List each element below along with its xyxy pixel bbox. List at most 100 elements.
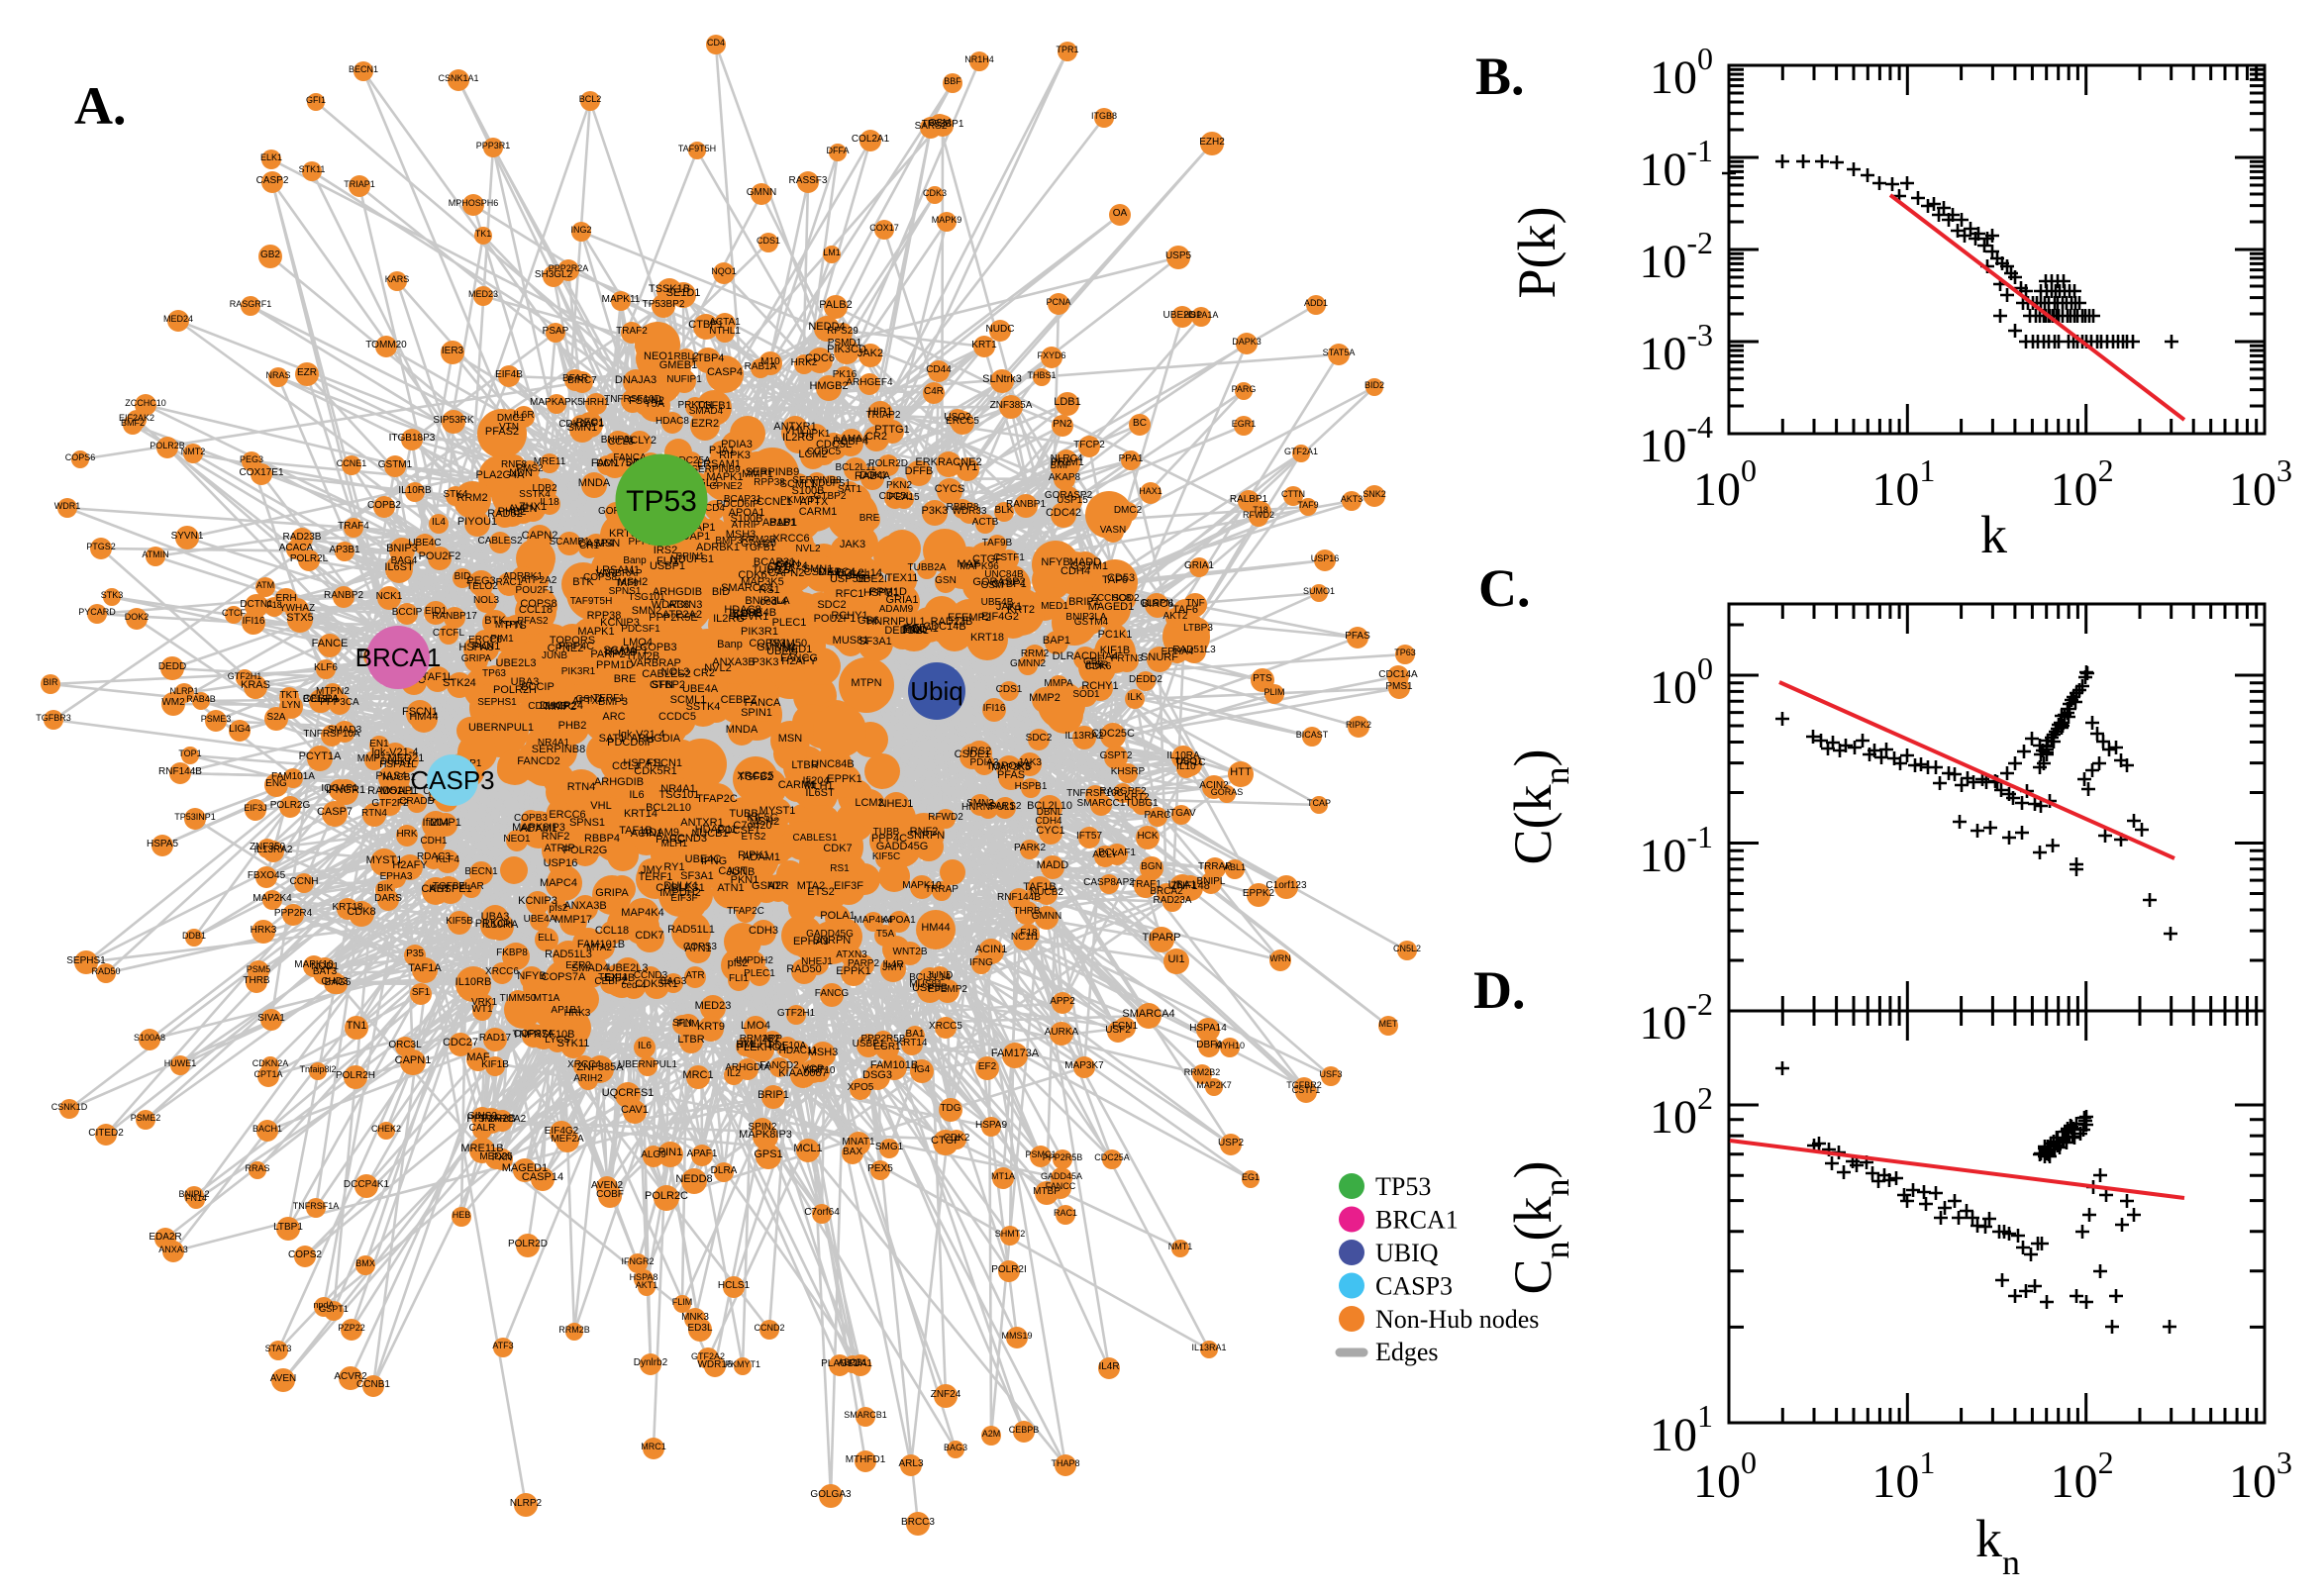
svg-text:IL6ST: IL6ST (805, 787, 835, 799)
svg-text:C1orf123: C1orf123 (1265, 880, 1307, 891)
svg-text:MYH10: MYH10 (1215, 1041, 1245, 1050)
svg-text:ERCC6: ERCC6 (549, 809, 585, 821)
svg-text:C.: C. (1478, 558, 1531, 618)
svg-text:DCN: DCN (596, 458, 618, 469)
svg-text:RAD23A: RAD23A (1154, 895, 1192, 906)
svg-text:RAD51L1: RAD51L1 (367, 785, 415, 797)
svg-text:DOK2: DOK2 (125, 612, 150, 622)
svg-text:SAT1: SAT1 (838, 484, 862, 495)
svg-text:SMARCC1: SMARCC1 (721, 582, 774, 594)
svg-text:TRAF1: TRAF1 (1130, 879, 1162, 890)
svg-text:CSDE1: CSDE1 (804, 566, 841, 578)
svg-text:USP16: USP16 (1311, 553, 1340, 563)
svg-text:BCL2L1: BCL2L1 (303, 694, 340, 705)
svg-text:MAPKAPK5: MAPKAPK5 (530, 397, 583, 408)
svg-text:GADD45G: GADD45G (876, 841, 929, 852)
svg-text:HMLH1: HMLH1 (736, 1039, 772, 1050)
svg-text:TNFRSF10C: TNFRSF10C (1066, 788, 1124, 799)
svg-text:MYST1: MYST1 (366, 854, 403, 866)
svg-text:ITGB18P3: ITGB18P3 (389, 433, 436, 444)
svg-text:BMF2: BMF2 (121, 418, 145, 428)
svg-text:NEO1: NEO1 (503, 834, 531, 845)
svg-text:MSH3: MSH3 (726, 529, 757, 541)
svg-text:PIN1: PIN1 (658, 1147, 682, 1158)
svg-text:CTGF: CTGF (931, 1135, 960, 1147)
svg-text:FLI1: FLI1 (656, 555, 678, 567)
svg-text:HIP1: HIP1 (868, 406, 892, 418)
svg-text:MAF: MAF (466, 1051, 490, 1063)
svg-text:UBE4B: UBE4B (741, 607, 776, 619)
svg-text:PLIM: PLIM (1263, 687, 1284, 697)
svg-text:MLH1: MLH1 (661, 839, 688, 849)
svg-text:PJA1: PJA1 (849, 1358, 872, 1369)
svg-text:CTTN: CTTN (1281, 489, 1305, 499)
svg-text:EPPK1: EPPK1 (836, 965, 870, 977)
svg-text:JUNB: JUNB (727, 866, 756, 878)
svg-text:HUWE1: HUWE1 (164, 1058, 197, 1068)
svg-text:TELO2: TELO2 (466, 581, 498, 592)
svg-text:RS1: RS1 (758, 584, 779, 596)
svg-text:RALBP1: RALBP1 (1230, 494, 1268, 505)
svg-text:PPP3CA: PPP3CA (320, 697, 359, 708)
svg-text:BTK: BTK (484, 615, 506, 627)
svg-text:BAG3: BAG3 (944, 1443, 967, 1452)
svg-text:MED21: MED21 (388, 752, 425, 764)
svg-text:GB6: GB6 (1083, 656, 1103, 667)
svg-text:RFWD2: RFWD2 (928, 812, 963, 823)
svg-text:NVL2: NVL2 (795, 544, 820, 554)
svg-text:UNC84B: UNC84B (811, 758, 854, 770)
svg-text:Edges: Edges (1375, 1338, 1439, 1366)
svg-text:ARIH2: ARIH2 (573, 1073, 603, 1084)
svg-text:GMNN: GMNN (747, 187, 777, 198)
svg-text:CYC1: CYC1 (1036, 825, 1064, 837)
svg-text:HCK: HCK (1137, 831, 1158, 842)
svg-text:HAX1: HAX1 (1139, 486, 1162, 496)
svg-text:PK16: PK16 (833, 369, 858, 380)
svg-text:IMPDH2: IMPDH2 (736, 955, 773, 966)
svg-text:TUBB2A: TUBB2A (753, 564, 795, 576)
svg-text:DMC1: DMC1 (497, 413, 526, 424)
svg-text:HDAC8: HDAC8 (724, 604, 760, 616)
svg-text:MUS81: MUS81 (833, 635, 869, 647)
svg-text:UBIQ: UBIQ (1375, 1239, 1439, 1267)
svg-text:P3K3: P3K3 (922, 505, 949, 517)
svg-text:TUBG1: TUBG1 (1125, 798, 1159, 809)
svg-text:ARC: ARC (602, 711, 625, 723)
svg-text:TAF9: TAF9 (1297, 500, 1318, 510)
svg-text:SOD1: SOD1 (1072, 689, 1100, 700)
svg-text:T5A: T5A (876, 929, 895, 940)
svg-text:NOD1: NOD1 (311, 961, 339, 972)
svg-text:PPP2R4: PPP2R4 (274, 908, 313, 919)
svg-text:Tnfaip8l2: Tnfaip8l2 (299, 1064, 336, 1074)
svg-text:RAC1: RAC1 (1054, 1208, 1077, 1218)
svg-text:RRAS: RRAS (245, 1163, 269, 1173)
svg-text:COPS6: COPS6 (65, 452, 96, 462)
svg-text:POLR2I: POLR2I (991, 1264, 1027, 1275)
svg-text:CDS1: CDS1 (757, 236, 780, 246)
svg-text:TRIAP2: TRIAP2 (865, 410, 900, 421)
svg-text:SIVA1: SIVA1 (257, 1013, 285, 1024)
svg-text:MED1: MED1 (782, 644, 813, 655)
svg-text:ATP2A2: ATP2A2 (662, 609, 702, 621)
svg-text:ADRBK1: ADRBK1 (503, 571, 543, 582)
svg-text:ADAM1: ADAM1 (520, 823, 557, 835)
svg-text:MSH2: MSH2 (750, 816, 780, 828)
svg-text:ACVR2: ACVR2 (334, 1371, 367, 1382)
svg-text:TOPORS: TOPORS (550, 635, 595, 647)
svg-text:CCL3: CCL3 (612, 760, 640, 772)
svg-text:RANBP17: RANBP17 (432, 611, 477, 622)
svg-text:BAP1: BAP1 (769, 517, 797, 529)
svg-text:BNIP3LA: BNIP3LA (1065, 612, 1106, 623)
svg-text:POU2F1: POU2F1 (516, 585, 555, 596)
svg-text:LIG4: LIG4 (229, 724, 251, 735)
svg-text:NMT2: NMT2 (181, 447, 206, 456)
svg-text:MADD: MADD (1069, 556, 1101, 568)
svg-text:EPPK1: EPPK1 (827, 773, 861, 785)
svg-text:AKAP8: AKAP8 (1049, 472, 1081, 483)
svg-text:GSN2: GSN2 (575, 694, 603, 705)
svg-text:EZR2: EZR2 (565, 960, 591, 971)
svg-text:ACVR1: ACVR1 (733, 611, 769, 623)
svg-text:IFNG: IFNG (701, 855, 727, 867)
svg-text:POLA1: POLA1 (903, 623, 938, 635)
svg-text:MRE11: MRE11 (534, 456, 566, 467)
